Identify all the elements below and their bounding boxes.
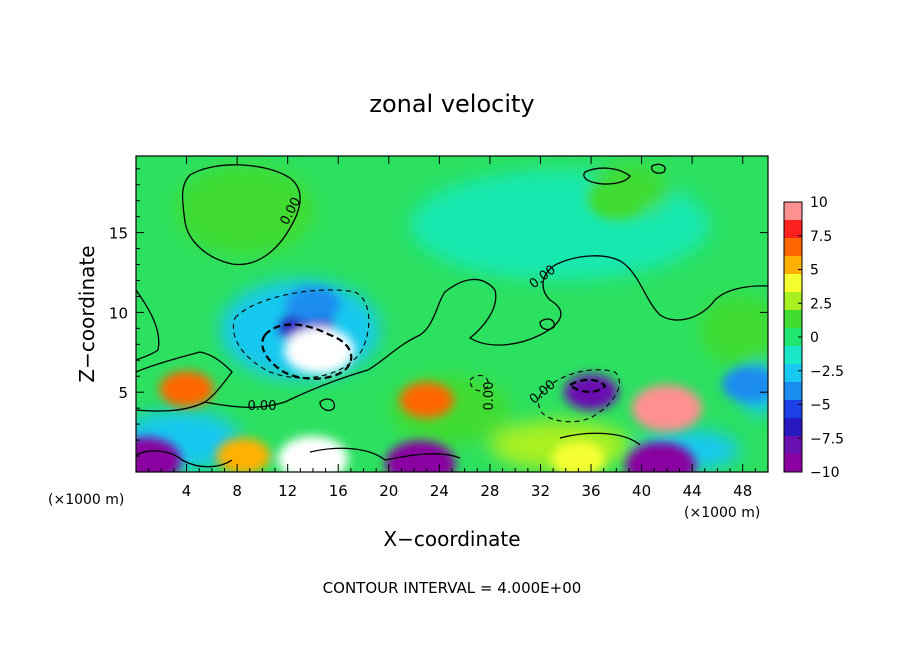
field-feature-13	[285, 286, 340, 323]
y-tick-label: 5	[118, 384, 128, 402]
x-tick-label: 24	[430, 482, 449, 500]
contour-label: 0.00	[248, 399, 277, 414]
field-feature-3	[284, 327, 355, 375]
x-tick-label: 8	[232, 482, 242, 500]
colorbar-swatch	[784, 436, 802, 455]
colorbar-swatch	[784, 328, 802, 347]
colorbar-swatch	[784, 238, 802, 257]
colorbar-swatch	[784, 382, 802, 401]
colorbar-swatch	[784, 310, 802, 329]
x-tick-label: 12	[278, 482, 297, 500]
field-feature-11	[625, 442, 696, 472]
x-unit-label-right: (×1000 m)	[684, 505, 760, 521]
contour-neg-mid	[537, 369, 620, 423]
contour-zero-top-right	[583, 167, 631, 185]
contour-neg-upper	[232, 289, 370, 379]
x-axis-ticks: 4 8 12 16 20 24 28 32 36 40 44 48	[148, 156, 756, 500]
bold-dashed-contours	[261, 323, 607, 393]
field-feature-5	[216, 438, 271, 472]
chart-title: zonal velocity	[369, 90, 534, 118]
field-feature-4	[277, 435, 349, 472]
colorbar-tick-label: −7.5	[810, 431, 844, 447]
colorbar-tick-label: −2.5	[810, 364, 844, 380]
colorbar-swatch	[784, 418, 802, 437]
x-axis-title: X−coordinate	[383, 527, 520, 551]
contour-neg-core	[261, 323, 353, 380]
colorbar-tick-label: 0	[810, 330, 819, 346]
x-tick-label: 48	[733, 482, 752, 500]
field-extrema	[136, 182, 768, 472]
contour-interval-footer: CONTOUR INTERVAL = 4.000E+00	[323, 579, 582, 597]
colorbar-swatch	[784, 454, 802, 473]
contour-zero-small-loops	[319, 163, 666, 412]
field-feature-12	[722, 366, 768, 403]
x-tick-label: 4	[182, 482, 192, 500]
field-feature-1	[159, 371, 214, 408]
colorbar: 10 7.5 5 2.5 0 −2.5 −5 −7.5 −10	[783, 195, 844, 481]
colorbar-swatch	[784, 220, 802, 239]
x-tick-label: 20	[379, 482, 398, 500]
colorbar-swatch	[784, 346, 802, 365]
x-tick-label: 16	[329, 482, 348, 500]
y-axis-title: Z−coordinate	[75, 245, 99, 382]
dashed-contours	[232, 289, 620, 423]
contour-label: 0.00	[482, 382, 497, 411]
contour-zero-lower	[136, 432, 641, 468]
colorbar-tick-label: 2.5	[810, 296, 832, 312]
field-feature-8	[564, 374, 619, 411]
contour-neg-core-right	[568, 378, 607, 393]
colorbar-swatch	[784, 202, 802, 221]
x-unit-label-left: (×1000 m)	[48, 492, 124, 508]
colorbar-tick-label: 10	[810, 195, 828, 211]
x-tick-label: 28	[480, 482, 499, 500]
contour-zero-main	[136, 255, 768, 412]
x-tick-label: 36	[581, 482, 600, 500]
colorbar-swatch	[784, 292, 802, 311]
field-feature-6	[399, 382, 454, 419]
field-feature-14	[589, 182, 644, 219]
contour-lines	[136, 163, 768, 468]
y-tick-label: 10	[109, 304, 128, 322]
colorbar-swatch	[784, 400, 802, 419]
y-axis-ticks: 5 10 15	[109, 168, 768, 457]
colorbar-tick-label: −5	[810, 398, 831, 414]
colorbar-swatch	[784, 364, 802, 383]
x-tick-label: 44	[683, 482, 702, 500]
contour-zero-upper-left	[181, 164, 301, 266]
y-tick-label: 15	[109, 225, 128, 243]
field-feature-10	[631, 384, 702, 432]
colorbar-swatch	[784, 274, 802, 293]
colorbar-tick-label: 7.5	[810, 229, 832, 245]
field-feature-9	[551, 441, 606, 472]
field-feature-0	[136, 437, 182, 472]
colorbar-tick-label: −10	[810, 465, 840, 481]
x-tick-label: 40	[632, 482, 651, 500]
colorbar-tick-label: 5	[810, 263, 819, 279]
plot-area	[136, 156, 768, 472]
x-tick-label: 32	[531, 482, 550, 500]
colorbar-swatch	[784, 256, 802, 275]
field-feature-7	[385, 440, 456, 472]
